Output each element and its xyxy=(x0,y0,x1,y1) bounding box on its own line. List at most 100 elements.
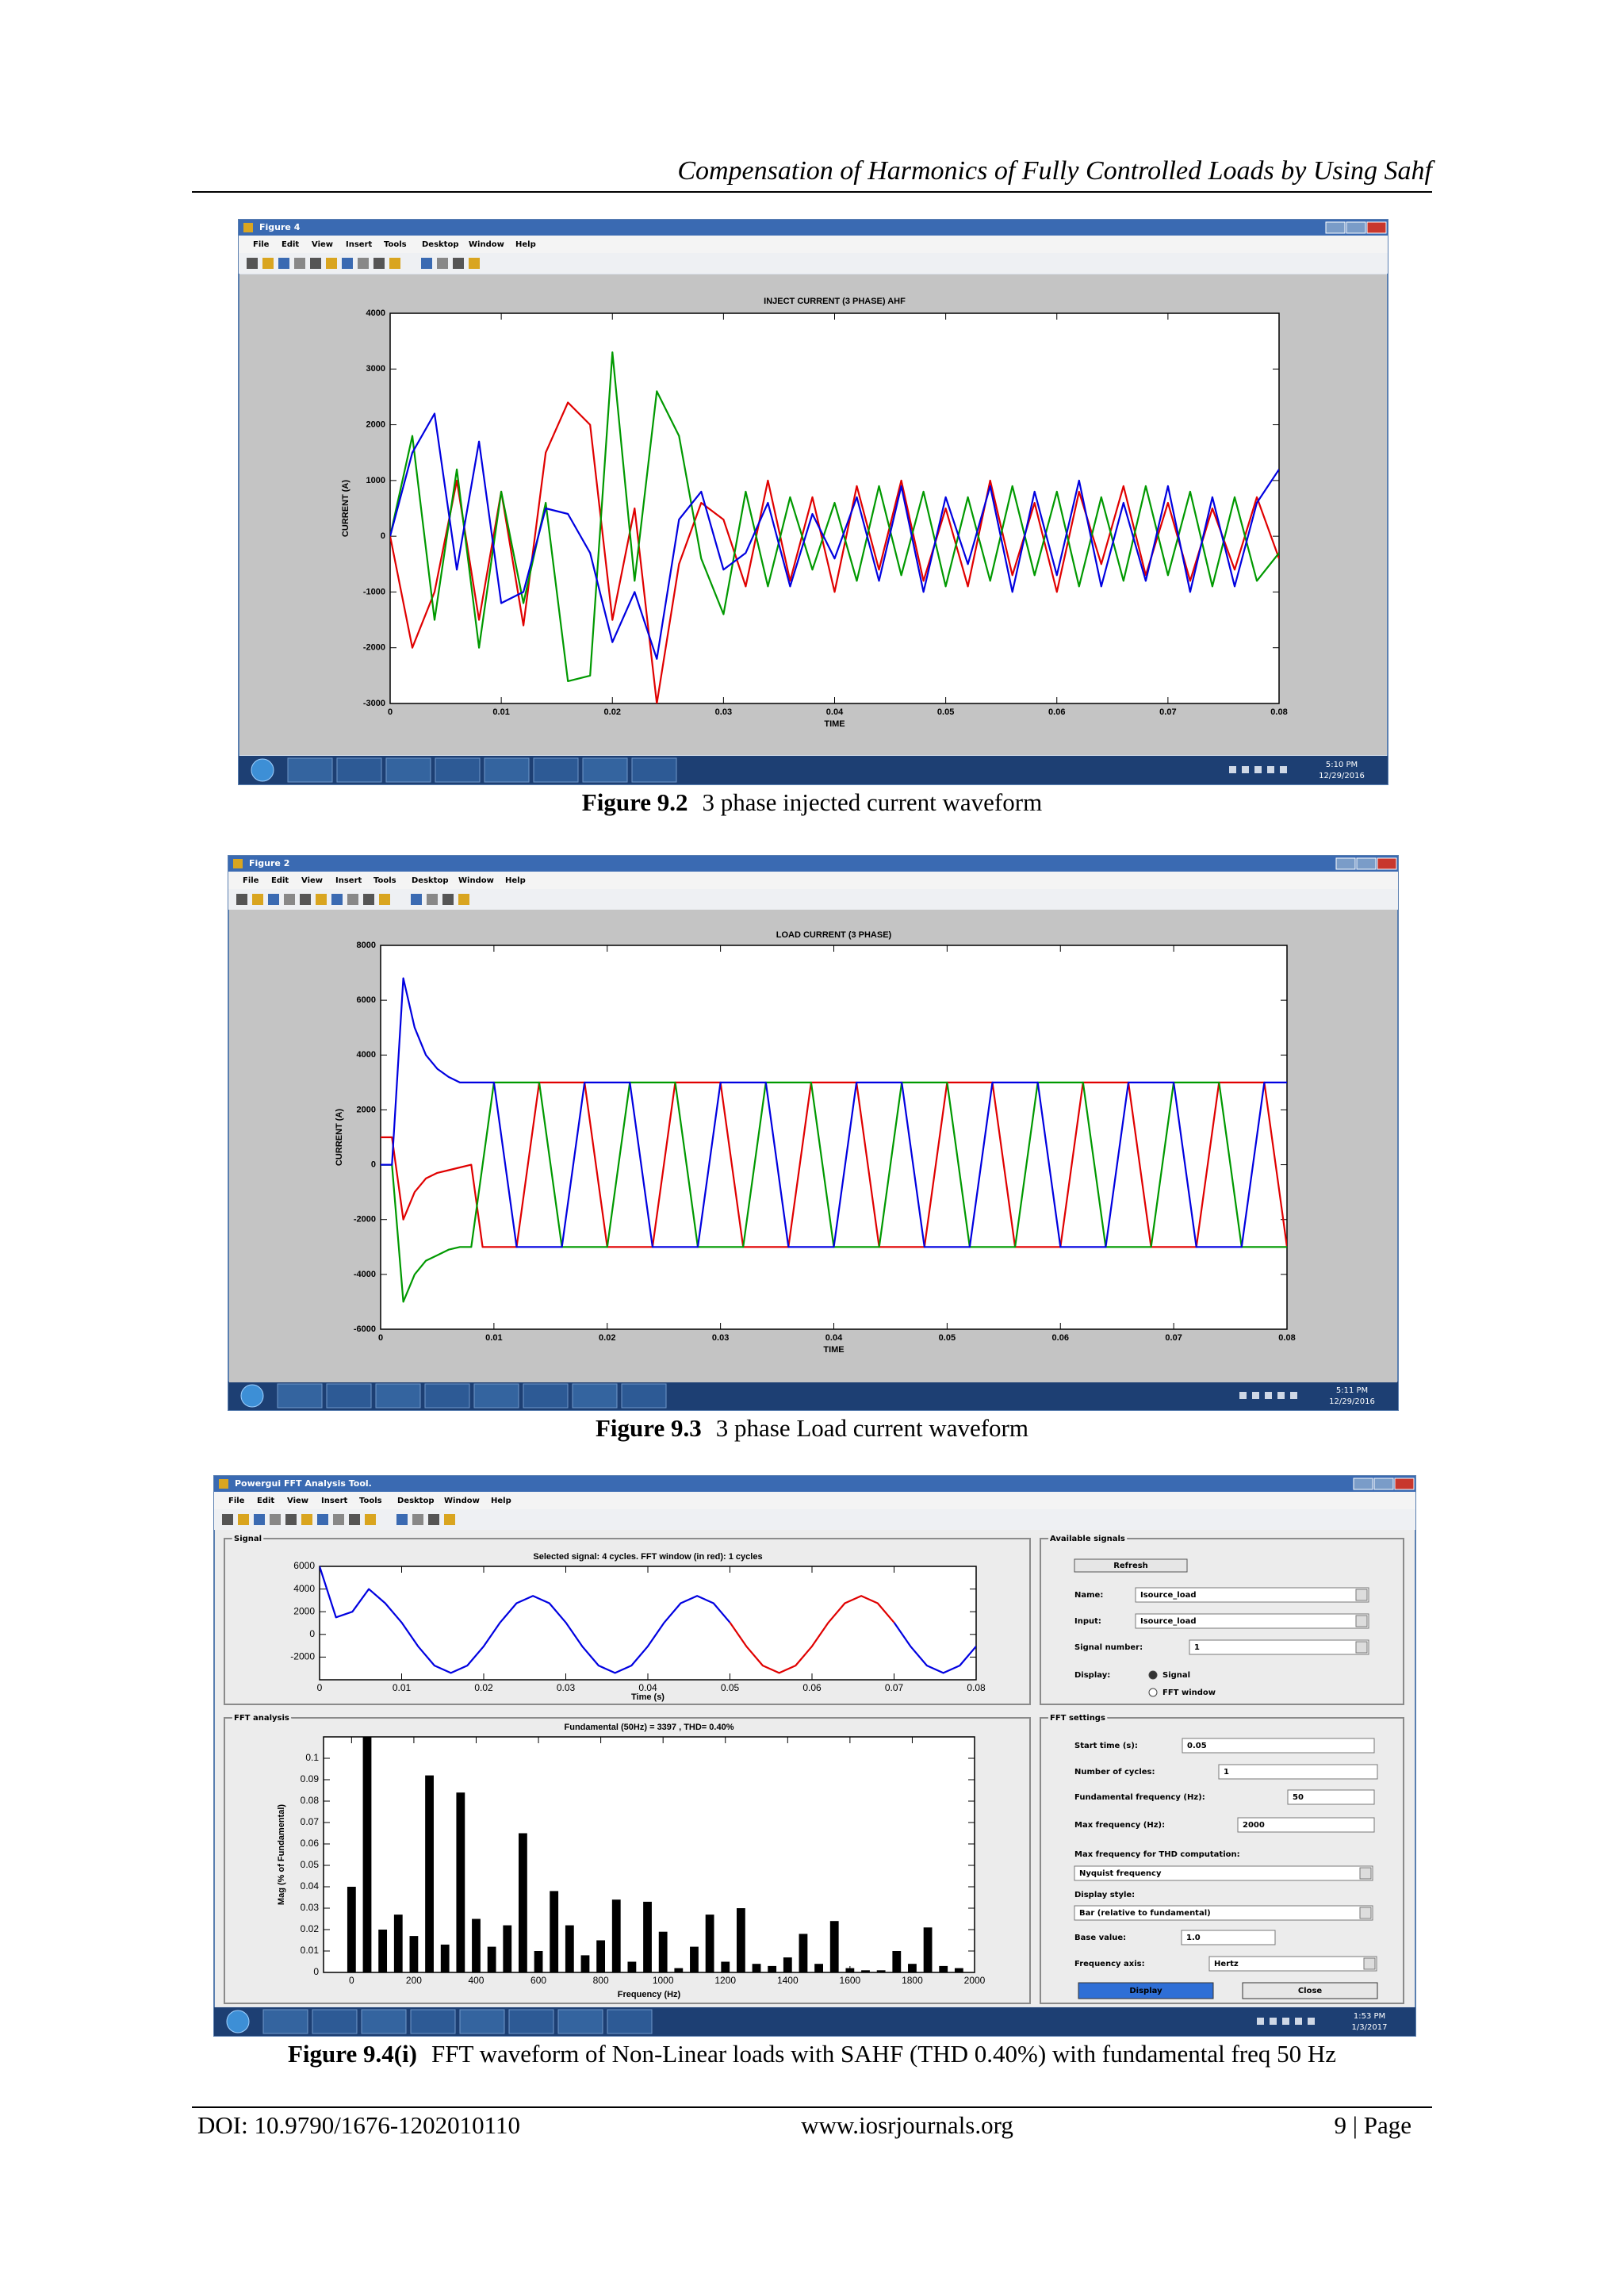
window-button xyxy=(1366,221,1387,234)
window-title: Figure 2 xyxy=(249,858,289,868)
bar xyxy=(519,1833,527,1972)
x-tick-label: 0.02 xyxy=(474,1682,493,1693)
menu-item: Desktop xyxy=(422,240,459,249)
field-value: 2000 xyxy=(1243,1821,1265,1830)
panel-title: FFT settings xyxy=(1050,1714,1105,1723)
x-tick-label: 1400 xyxy=(777,1975,799,1986)
y-tick-label: 0.05 xyxy=(301,1859,320,1870)
y-axis-label: CURRENT (A) xyxy=(341,480,350,537)
tray-icon xyxy=(1239,1392,1247,1399)
toolbar-icon xyxy=(331,894,343,905)
toolbar-icon xyxy=(285,1514,297,1525)
taskbar-app xyxy=(631,757,677,783)
footer-page: 9 | Page xyxy=(1335,2111,1411,2139)
toolbar-icon xyxy=(365,1514,376,1525)
x-tick-label: 0.08 xyxy=(1278,1333,1295,1343)
tray-icon xyxy=(1229,766,1236,773)
menu-item: File xyxy=(243,876,259,885)
x-tick-label: 0.01 xyxy=(492,707,509,717)
chart-title: INJECT CURRENT (3 PHASE) AHF xyxy=(764,297,906,306)
refresh-button xyxy=(1074,1558,1188,1573)
caption-text: 3 phase injected current waveform xyxy=(703,788,1043,816)
radio-button xyxy=(1148,1670,1158,1680)
taskbar-app xyxy=(459,2009,505,2034)
toolbar xyxy=(239,253,1388,274)
taskbar-app xyxy=(473,1383,519,1409)
y-tick-label: 0 xyxy=(313,1966,319,1977)
caption-label: Figure 9.3 xyxy=(596,1414,702,1442)
dropdown xyxy=(1189,1639,1369,1655)
text-field xyxy=(1218,1764,1378,1780)
x-tick-label: 800 xyxy=(593,1975,609,1986)
y-tick-label: -2000 xyxy=(290,1651,315,1662)
bar xyxy=(829,1921,839,1972)
toolbar-icon xyxy=(333,1514,344,1525)
bar xyxy=(799,1934,808,1972)
taskbar-app xyxy=(523,1383,569,1409)
x-tick-label: 0.02 xyxy=(604,707,621,717)
toolbar-icon xyxy=(247,258,258,269)
x-tick-label: 1800 xyxy=(902,1975,923,1986)
taskbar-app xyxy=(326,1383,372,1409)
button-label: Close xyxy=(1298,1987,1323,1995)
toolbar-icon xyxy=(396,1514,408,1525)
title-bar xyxy=(214,1476,1415,1492)
y-tick-label: 0.09 xyxy=(301,1773,320,1784)
y-tick-label: 2000 xyxy=(366,420,385,429)
tray-icon xyxy=(1254,766,1262,773)
taskbar-app xyxy=(607,2009,653,2034)
taskbar-app xyxy=(262,2009,308,2034)
window-icon xyxy=(243,223,253,232)
menu-item: Tools xyxy=(373,876,396,885)
taskbar-app xyxy=(424,1383,470,1409)
menu-item: View xyxy=(287,1497,308,1505)
tray-icon xyxy=(1282,2018,1289,2025)
taskbar-app xyxy=(277,1383,323,1409)
bar xyxy=(658,1931,668,1972)
x-tick-label: 0.04 xyxy=(826,707,844,717)
menu-item: Window xyxy=(444,1497,480,1505)
bar xyxy=(674,1968,684,1972)
x-tick-label: 0.01 xyxy=(485,1333,502,1343)
taskbar-app xyxy=(435,757,481,783)
window-button xyxy=(1356,857,1377,870)
footer-site: www.iosrjournals.org xyxy=(801,2111,1013,2139)
y-tick-label: 6000 xyxy=(293,1560,315,1571)
bar xyxy=(487,1946,496,1972)
x-axis-label: TIME xyxy=(824,719,845,729)
field-label: Fundamental frequency (Hz): xyxy=(1074,1793,1205,1802)
field-value: 0.05 xyxy=(1187,1742,1207,1750)
text-field xyxy=(1287,1789,1375,1805)
button-label: Display xyxy=(1129,1987,1162,1995)
field-value: Nyquist frequency xyxy=(1079,1869,1162,1878)
toolbar-icon xyxy=(389,258,400,269)
x-axis-label: Time (s) xyxy=(631,1692,665,1702)
text-field xyxy=(1181,1930,1276,1945)
bar xyxy=(845,1968,855,1972)
clock-time: 1:53 PM xyxy=(1354,2012,1385,2021)
bar xyxy=(690,1946,699,1972)
toolbar-icon xyxy=(469,258,480,269)
y-tick-label: -2000 xyxy=(354,1215,376,1225)
dropdown-arrow xyxy=(1359,1907,1372,1919)
start-button xyxy=(251,758,274,782)
field-label: Display: xyxy=(1074,1671,1110,1680)
y-tick-label: 2000 xyxy=(357,1105,376,1114)
toolbar-icon xyxy=(458,894,469,905)
x-tick-label: 0.05 xyxy=(937,707,954,717)
clock-date: 12/29/2016 xyxy=(1319,772,1365,780)
toolbar-icon xyxy=(442,894,454,905)
bar xyxy=(923,1927,933,1972)
taskbar-app xyxy=(533,757,579,783)
menu-item: Insert xyxy=(346,240,373,249)
chart-title: Selected signal: 4 cycles. FFT window (i… xyxy=(533,1552,762,1562)
toolbar xyxy=(228,889,1398,910)
running-header: Compensation of Harmonics of Fully Contr… xyxy=(677,156,1435,186)
y-tick-label: 0.01 xyxy=(301,1945,320,1956)
menu-bar xyxy=(239,236,1388,253)
dropdown-arrow xyxy=(1359,1867,1372,1880)
y-tick-label: -6000 xyxy=(354,1324,376,1334)
menu-bar xyxy=(228,872,1398,889)
